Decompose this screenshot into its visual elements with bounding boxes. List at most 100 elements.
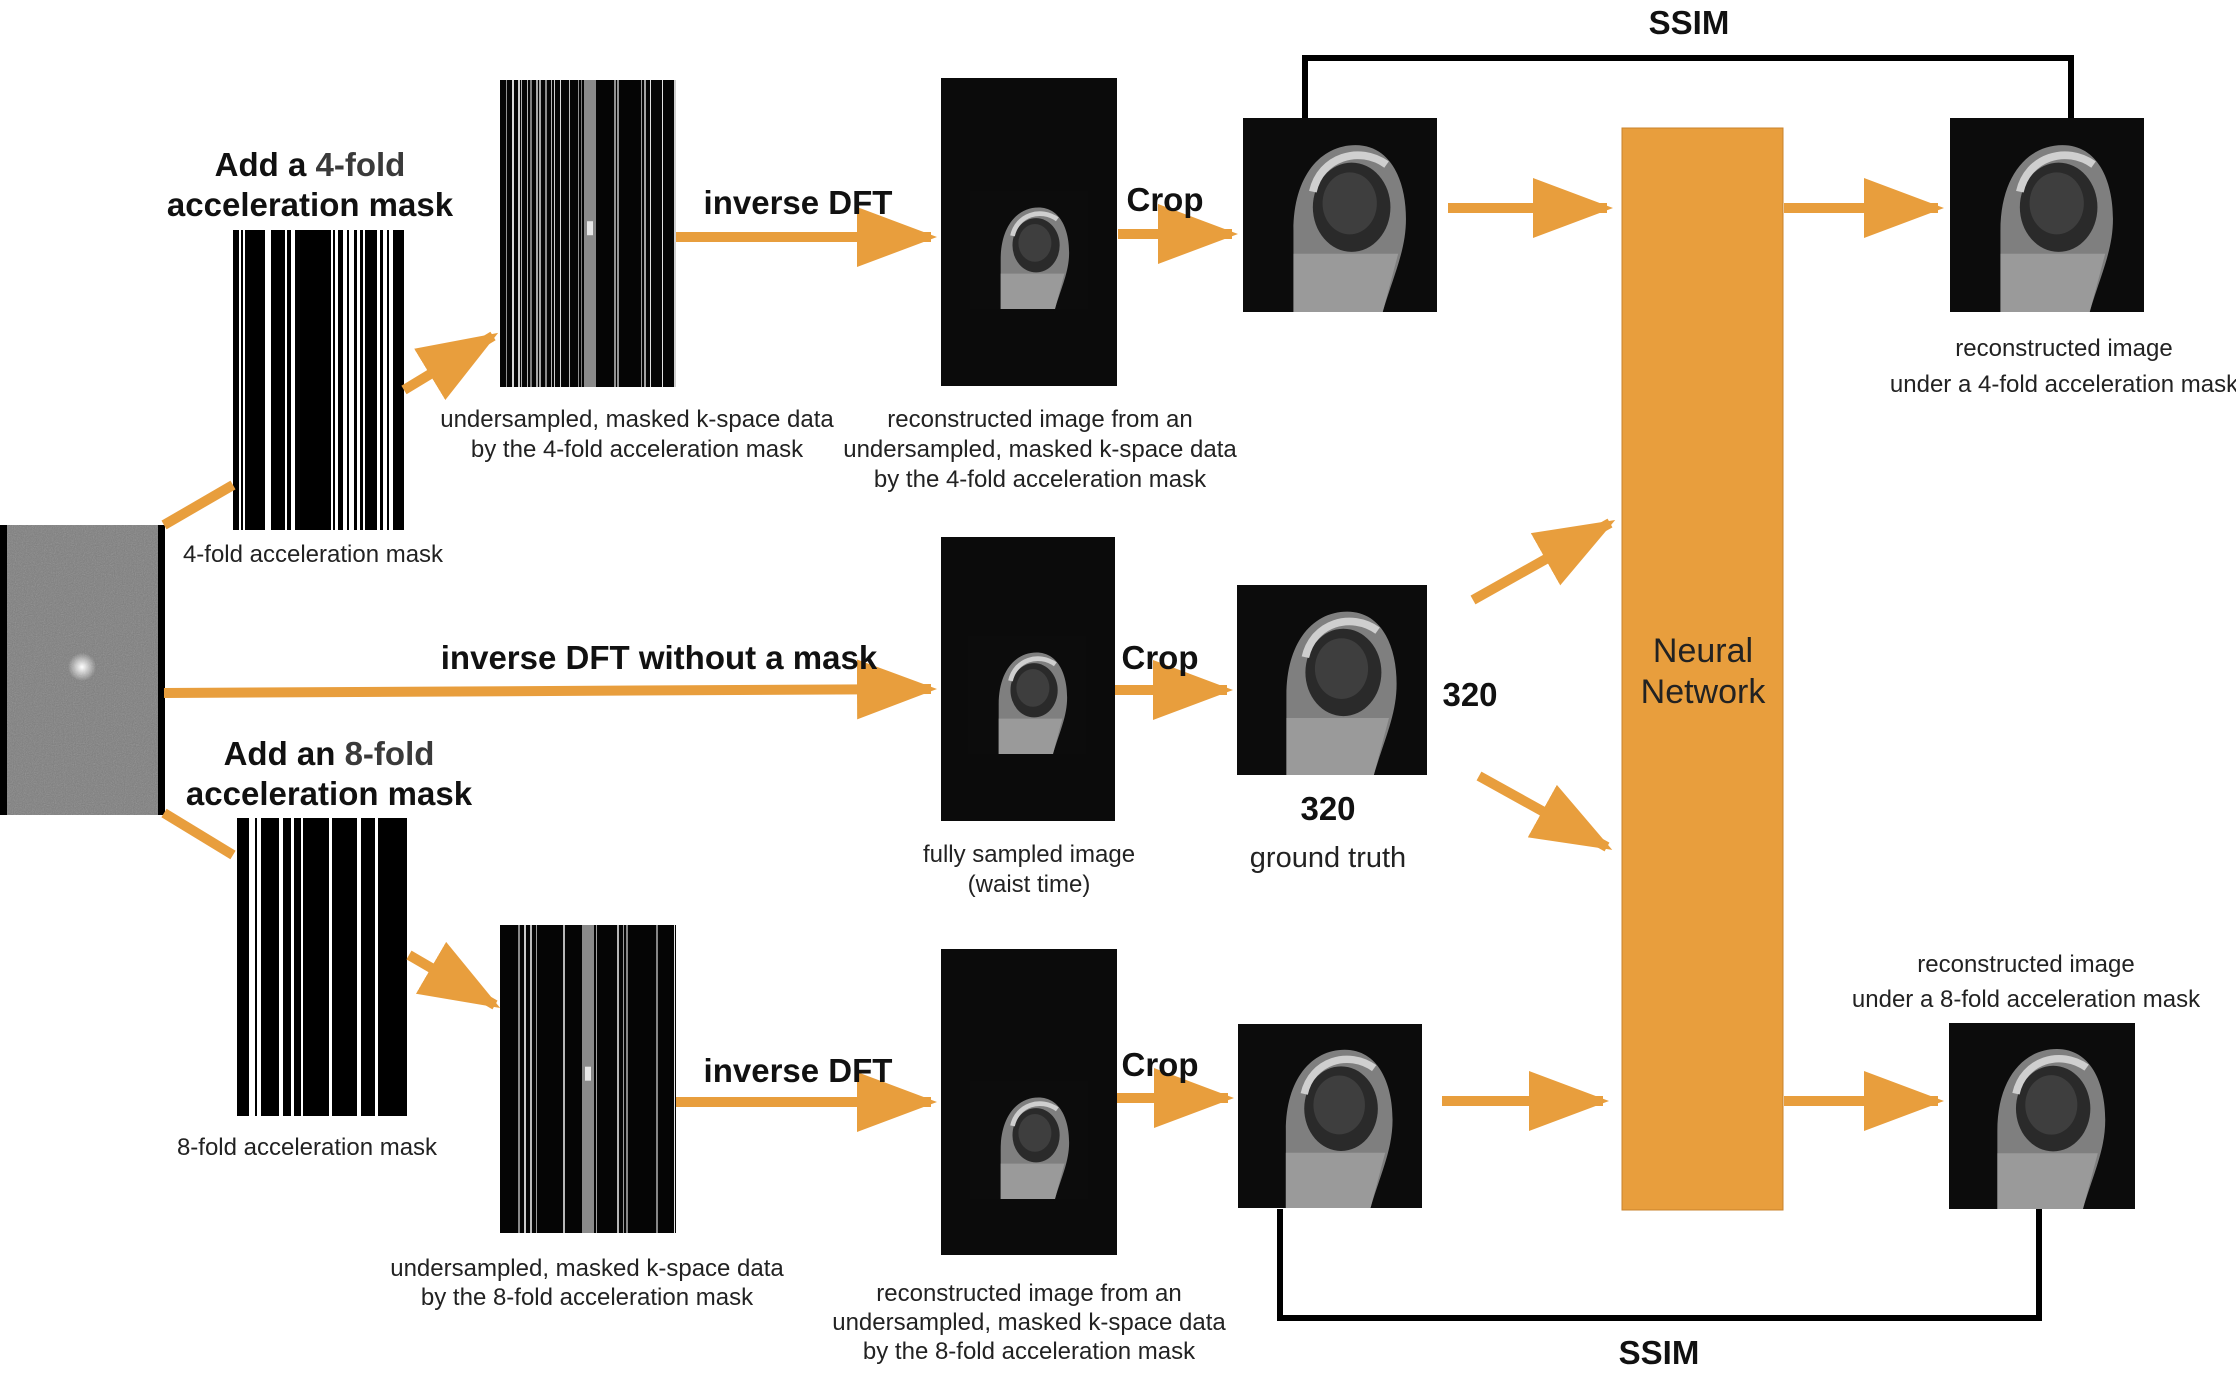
recon-image-4fold	[941, 78, 1117, 386]
arrow-gt-to-nn-upper	[1470, 518, 1616, 605]
mask-line	[389, 230, 393, 530]
kspace-line	[614, 80, 616, 387]
kspace8-caption-2: by the 8-fold acceleration mask	[421, 1284, 754, 1311]
recon-image-8fold	[941, 949, 1117, 1255]
mask-line	[351, 230, 354, 530]
recon8-caption-3: by the 8-fold acceleration mask	[863, 1338, 1196, 1365]
arrow-input-to-mask8	[161, 808, 236, 860]
kspace-line	[623, 925, 624, 1233]
dft8-label: inverse DFT	[704, 1052, 893, 1089]
out8-caption-2: under a 8-fold acceleration mask	[1852, 986, 2201, 1013]
ssim-bracket-bottom	[1277, 1209, 2042, 1321]
dft-full-label: inverse DFT without a mask	[441, 639, 878, 676]
crop4-label: Crop	[1127, 181, 1204, 218]
recon4-caption-2: undersampled, masked k-space data	[843, 436, 1237, 463]
mask8-title-line2: acceleration mask	[186, 775, 473, 812]
kspace-8fold-panel	[500, 925, 676, 1233]
mask-line	[291, 230, 295, 530]
kspace-line	[530, 925, 532, 1233]
mask-gap	[307, 230, 323, 530]
mask-4fold	[233, 230, 404, 530]
kspace-line	[662, 80, 663, 387]
ground-truth-image	[1237, 585, 1427, 775]
kspace-center-dot	[587, 221, 593, 236]
ssim-bracket-top	[1302, 55, 2074, 118]
kspace-line	[551, 80, 552, 387]
out4-caption-1: reconstructed image	[1955, 335, 2172, 362]
arrows	[161, 178, 1944, 1132]
kspace-line	[617, 80, 619, 387]
kspace-line	[617, 925, 619, 1233]
kspace-line	[530, 80, 532, 387]
mask-line	[357, 818, 361, 1116]
full-caption-1: fully sampled image	[923, 841, 1135, 868]
kspace-line	[569, 80, 570, 387]
kspace-line	[560, 80, 561, 387]
mask8-title-line1: Add an 8-fold	[224, 735, 435, 772]
mask4-title-line1: Add a 4-fold	[215, 146, 406, 183]
mask-line	[257, 818, 261, 1116]
arrow-dft-full	[163, 659, 937, 720]
gt-size-bottom: 320	[1300, 790, 1355, 827]
mask-line	[233, 818, 237, 1116]
kspace-line	[527, 80, 528, 387]
arrow-input-to-mask4	[161, 480, 236, 530]
mask-line	[279, 818, 283, 1116]
mask-line	[269, 230, 271, 530]
kspace-line	[674, 925, 675, 1233]
gt-size-right: 320	[1442, 676, 1497, 713]
recon8-caption-1: reconstructed image from an	[876, 1280, 1181, 1307]
recon4-caption-3: by the 4-fold acceleration mask	[874, 466, 1207, 493]
kspace-center-dot	[585, 1066, 591, 1081]
crop-image-8fold	[1238, 1024, 1422, 1208]
kspace-line	[518, 925, 520, 1233]
nn-label-line2: Network	[1641, 673, 1767, 711]
mask-line	[357, 230, 360, 530]
arrow-mask4-to-kspace4	[401, 331, 499, 401]
kspace-line	[578, 80, 579, 387]
mask-line	[243, 230, 245, 530]
mask-line	[291, 818, 294, 1116]
kspace-line	[641, 80, 642, 387]
ssim-top-label: SSIM	[1649, 4, 1730, 41]
kspace-line	[674, 80, 676, 387]
kspace-line	[536, 925, 537, 1233]
output-image-4fold	[1950, 118, 2144, 312]
gt-caption: ground truth	[1250, 842, 1406, 874]
kspace-line	[512, 80, 514, 387]
ssim-bottom-label: SSIM	[1619, 1334, 1700, 1371]
crop-full-label: Crop	[1122, 639, 1199, 676]
mask-line	[329, 818, 332, 1116]
kspace-line	[554, 80, 555, 387]
mask-line	[301, 818, 303, 1116]
kspace-4fold-panel	[500, 80, 676, 387]
recon4-caption-1: reconstructed image from an	[887, 406, 1192, 433]
full-image	[941, 537, 1115, 821]
nn-label-line1: Neural	[1653, 632, 1753, 670]
mask8-caption: 8-fold acceleration mask	[177, 1134, 438, 1161]
kspace-line	[563, 925, 565, 1233]
kspace-line	[581, 80, 582, 387]
kspace-line	[596, 925, 597, 1233]
mask4-title-line2: acceleration mask	[167, 186, 454, 223]
kspace-line	[536, 80, 538, 387]
mask-line	[335, 230, 338, 530]
kspace-line	[521, 80, 522, 387]
arrow-gt-to-nn-lower	[1476, 771, 1613, 852]
mask-line	[377, 230, 380, 530]
arrow-mask8-to-kspace8	[406, 941, 501, 1010]
kspace-line	[524, 925, 526, 1233]
kspace-line	[539, 80, 541, 387]
mask-line	[285, 230, 287, 530]
mask-line	[251, 818, 255, 1116]
mask-8fold	[233, 818, 407, 1116]
mask4-caption: 4-fold acceleration mask	[183, 541, 444, 568]
kspace-line	[545, 80, 547, 387]
mask-line	[363, 230, 365, 530]
out8-caption-1: reconstructed image	[1917, 951, 2134, 978]
kspace-line	[644, 80, 646, 387]
kspace4-caption-2: by the 4-fold acceleration mask	[471, 436, 804, 463]
output-image-8fold	[1949, 1023, 2135, 1209]
out4-caption-2: under a 4-fold acceleration mask	[1890, 371, 2236, 398]
recon8-caption-2: undersampled, masked k-space data	[832, 1309, 1226, 1336]
